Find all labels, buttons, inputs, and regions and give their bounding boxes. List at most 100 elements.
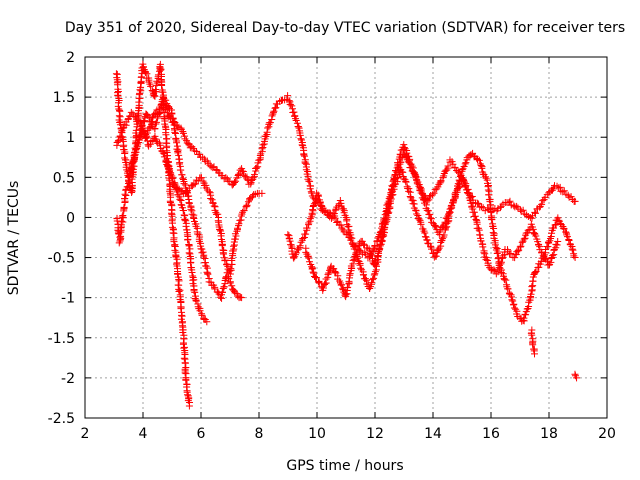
data-point	[371, 268, 379, 276]
data-point	[344, 283, 352, 291]
data-point	[515, 246, 523, 254]
data-point	[239, 167, 247, 175]
data-point	[220, 283, 228, 291]
data-point	[148, 86, 156, 94]
data-point	[117, 224, 125, 232]
data-point	[227, 265, 235, 273]
data-point	[321, 281, 329, 289]
data-point	[309, 206, 317, 214]
data-point	[152, 86, 160, 94]
data-point	[157, 66, 165, 74]
chart-title: Day 351 of 2020, Sidereal Day-to-day VTE…	[65, 20, 625, 36]
data-point	[301, 152, 309, 160]
data-point	[318, 202, 326, 210]
x-tick-label: 8	[255, 426, 264, 442]
data-point	[571, 197, 579, 205]
data-point	[346, 270, 354, 278]
data-point	[337, 221, 345, 229]
data-point	[177, 305, 185, 313]
data-point	[299, 234, 307, 242]
data-point	[285, 97, 293, 105]
data-point	[270, 107, 278, 115]
data-point	[179, 174, 187, 182]
data-point	[240, 171, 248, 179]
y-tick-label: 1.5	[53, 90, 75, 106]
data-point	[322, 275, 330, 283]
data-point	[231, 179, 239, 187]
data-point	[331, 268, 339, 276]
y-tick-label: 2	[66, 50, 75, 66]
data-point	[300, 151, 308, 159]
data-point	[444, 218, 452, 226]
data-point	[176, 195, 184, 203]
data-point	[507, 250, 515, 258]
data-point	[168, 110, 176, 118]
data-point	[445, 209, 453, 217]
data-point	[360, 240, 368, 248]
data-point	[152, 120, 160, 128]
data-point	[540, 254, 548, 262]
data-point	[337, 281, 345, 289]
data-point	[352, 250, 360, 258]
data-point	[413, 176, 421, 184]
data-point	[510, 300, 518, 308]
axis-ticks: 2 4 6 8 10 12 14 16 18 20 2 1.5 1 0.5 0 -0.5 -1 -1.5 -2 -2.…	[48, 50, 616, 442]
data-point	[523, 211, 531, 219]
data-point	[175, 155, 183, 163]
data-point	[322, 207, 330, 215]
data-point	[180, 335, 188, 343]
data-point	[181, 369, 189, 377]
data-point	[272, 104, 280, 112]
data-point	[532, 232, 540, 240]
data-point	[160, 153, 168, 161]
data-point	[439, 174, 447, 182]
data-point	[532, 267, 540, 275]
data-point	[319, 284, 327, 292]
data-point	[531, 350, 538, 358]
data-point	[315, 279, 323, 287]
data-point	[115, 239, 123, 247]
data-point	[171, 128, 179, 136]
data-point	[408, 162, 416, 170]
data-point	[509, 297, 517, 305]
data-point	[310, 200, 318, 208]
data-point	[191, 288, 199, 296]
data-point	[252, 164, 260, 172]
data-point	[181, 359, 189, 367]
data-point	[570, 252, 578, 260]
data-point	[481, 173, 489, 181]
data-point	[266, 119, 274, 127]
data-point	[504, 285, 512, 293]
data-point	[284, 231, 292, 239]
data-point	[305, 219, 313, 227]
data-point	[190, 181, 198, 189]
data-point	[197, 174, 205, 182]
data-point	[314, 192, 322, 200]
data-point	[312, 274, 320, 282]
data-point	[177, 166, 185, 174]
data-point	[198, 310, 206, 318]
data-point	[560, 187, 568, 195]
data-point	[235, 220, 243, 228]
y-tick-label: -2	[61, 371, 75, 387]
data-point	[145, 114, 153, 122]
data-point	[506, 197, 514, 205]
data-point	[133, 144, 141, 152]
data-point	[439, 235, 447, 243]
data-point	[132, 145, 140, 153]
data-point	[296, 131, 304, 139]
data-point	[244, 198, 252, 206]
data-point	[229, 242, 237, 250]
data-point	[511, 203, 519, 211]
data-point	[471, 212, 479, 220]
data-point	[278, 96, 286, 104]
data-point	[357, 264, 365, 272]
data-point	[403, 149, 411, 157]
data-point	[440, 231, 448, 239]
data-point	[334, 217, 342, 225]
data-point	[386, 203, 394, 211]
data-point	[360, 271, 368, 279]
data-point	[528, 283, 536, 291]
data-point	[141, 69, 149, 77]
data-point	[190, 214, 198, 222]
